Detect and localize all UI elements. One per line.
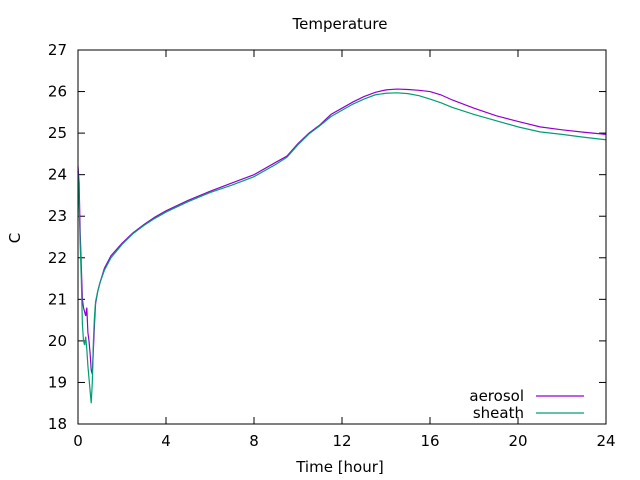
y-tick-label: 25 [48,124,67,142]
chart-title: Temperature [291,15,387,33]
x-tick-label: 16 [420,432,439,450]
series-line-sheath [77,92,607,404]
x-tick-label: 12 [332,432,351,450]
y-tick-label: 22 [48,249,67,267]
y-axis-label: C [6,233,24,243]
x-axis-label: Time [hour] [295,458,384,476]
y-tick-label: 24 [48,166,67,184]
plot-area [77,88,607,404]
y-tick-label: 18 [48,415,67,433]
series-line-aerosol [77,88,607,375]
legend-label-sheath: sheath [473,404,524,422]
axis-ticks: 0 4 8 12 16 20 24 18 19 20 21 22 23 24 25 26 27 [48,41,616,450]
x-tick-label: 4 [161,432,171,450]
x-tick-label: 24 [596,432,615,450]
x-tick-label: 0 [73,432,83,450]
legend: aerosol sheath [469,387,584,422]
y-tick-label: 19 [48,373,67,391]
legend-label-aerosol: aerosol [469,387,524,405]
plot-frame [77,49,607,425]
x-tick-label: 20 [508,432,527,450]
y-tick-label: 21 [48,290,67,308]
y-tick-label: 23 [48,207,67,225]
y-tick-label: 20 [48,332,67,350]
y-tick-label: 27 [48,41,67,59]
x-tick-label: 8 [249,432,259,450]
y-tick-label: 26 [48,83,67,101]
